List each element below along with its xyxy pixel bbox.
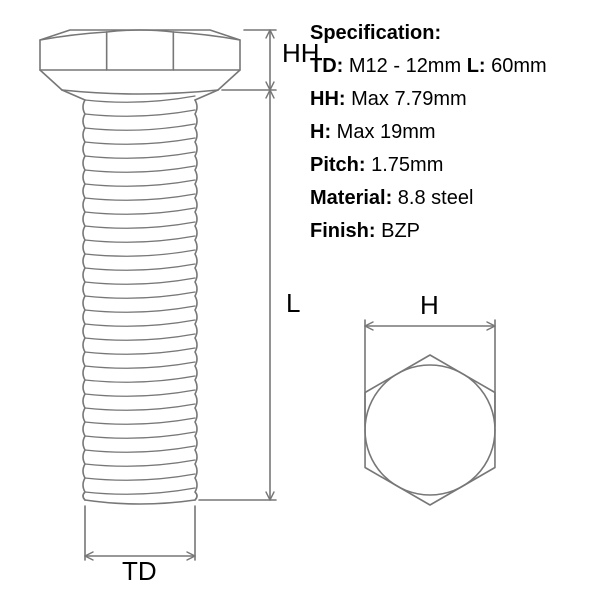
specification-block: Specification: TD: M12 - 12mm L: 60mm HH:… [310, 22, 590, 251]
spec-row: Pitch: 1.75mm [310, 152, 590, 179]
spec-row: TD: M12 - 12mm L: 60mm [310, 53, 590, 80]
spec-row: Material: 8.8 steel [310, 185, 590, 212]
spec-row: Finish: BZP [310, 218, 590, 245]
label-l: L [286, 288, 300, 319]
spec-row: H: Max 19mm [310, 119, 590, 146]
spec-title: Specification: [310, 22, 590, 45]
label-h: H [420, 290, 439, 321]
spec-row: HH: Max 7.79mm [310, 86, 590, 113]
label-td: TD [122, 556, 157, 587]
diagram-canvas: HH L TD H Specification: TD: M12 - 12mm … [0, 0, 600, 600]
